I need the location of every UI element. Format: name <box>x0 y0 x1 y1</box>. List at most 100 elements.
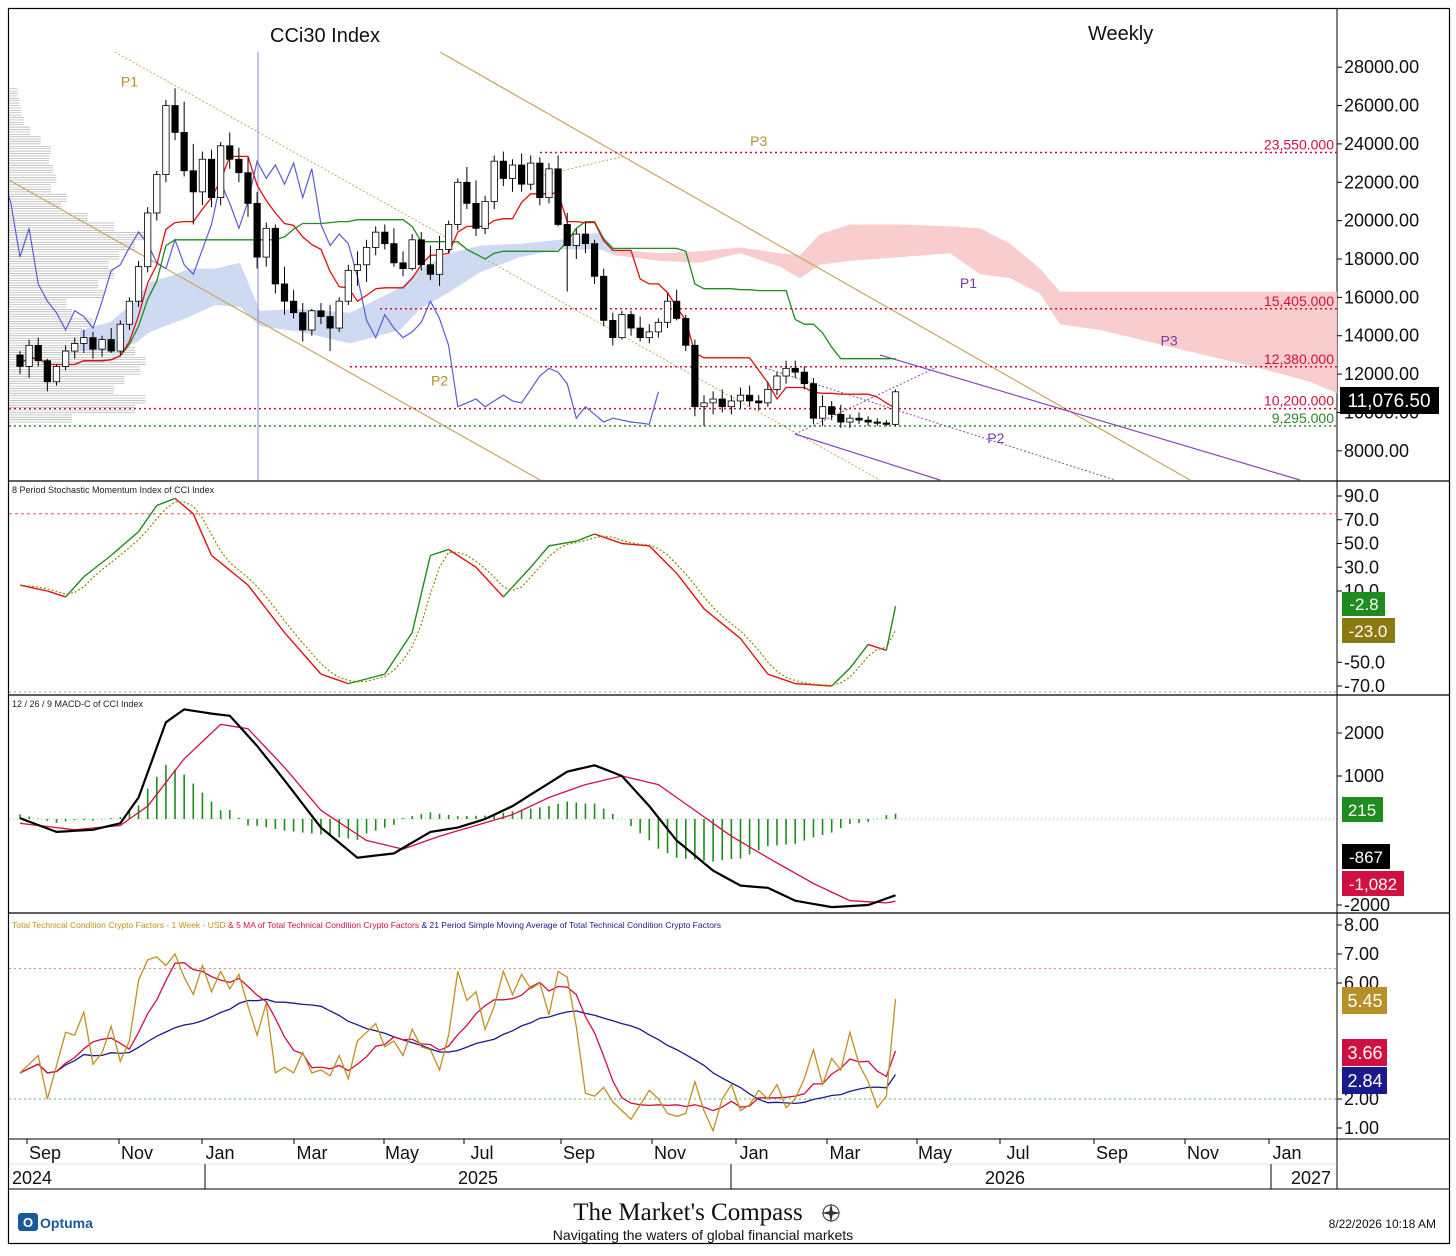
y-axis-tick-label: 24000.00 <box>1344 134 1419 154</box>
candle-bearish <box>171 105 179 133</box>
smi-k-line <box>128 531 140 541</box>
smi-k-line <box>502 586 513 598</box>
x-axis-month-label: May <box>918 1143 952 1163</box>
candle-bullish <box>153 174 161 214</box>
tech-value: 5.45 <box>1347 991 1382 1011</box>
candle-bearish <box>472 202 480 229</box>
x-axis-month-label: Jul <box>470 1143 493 1163</box>
candle-bullish <box>709 398 717 404</box>
smi-k-line <box>119 539 130 548</box>
smi-k-line <box>92 561 103 571</box>
smi-k-line <box>247 584 258 598</box>
x-axis-month-label: Jan <box>205 1143 234 1163</box>
smi-k-line <box>47 590 57 595</box>
smi-k-line <box>758 661 769 675</box>
candle-bearish <box>828 406 836 415</box>
candle-bearish <box>463 181 471 204</box>
candle-bullish <box>435 249 444 275</box>
candle-bearish <box>417 239 425 266</box>
smi-k-line <box>603 536 614 541</box>
smi-k-line <box>548 543 559 547</box>
smi-k-line <box>220 562 231 571</box>
y-axis-tick-label: 20000.00 <box>1344 211 1419 231</box>
smi-k-line <box>840 667 851 678</box>
smi-k-line <box>703 608 714 617</box>
candle-bearish <box>673 300 681 319</box>
price-pane: 23,550.000 15,405.000 12,380.000 10,200.000… <box>8 51 1337 481</box>
candle-bearish <box>609 319 617 339</box>
smi-k-line <box>65 586 76 598</box>
smi-k-line <box>366 675 376 680</box>
outer-frame <box>7 7 1451 1245</box>
smi-k-line <box>648 545 659 556</box>
candle-bearish <box>590 243 599 277</box>
candle-bullish <box>134 266 143 302</box>
smi-k-line <box>804 683 814 686</box>
x-axis-year-label: 2026 <box>985 1168 1025 1188</box>
tech-condition-line <box>19 952 897 1133</box>
smi-k-line <box>384 659 395 675</box>
smi-k-line <box>348 680 358 685</box>
candle-bearish <box>235 158 243 174</box>
y-axis-tick-label: 8.00 <box>1344 915 1379 935</box>
smi-k-line <box>311 663 322 675</box>
tech-ma5-line <box>19 962 897 1112</box>
smi-k-line <box>274 620 286 633</box>
y-axis-tick-label: 16000.00 <box>1344 287 1419 307</box>
candle-bearish <box>207 158 216 199</box>
tech-ma5-value: 3.66 <box>1347 1043 1382 1063</box>
smi-k-line <box>439 548 449 554</box>
pivot-label: P2 <box>987 430 1004 446</box>
candle-bearish <box>581 233 590 245</box>
candle-bullish <box>445 224 453 250</box>
candle-bearish <box>226 145 234 160</box>
x-axis-year-label: 2027 <box>1291 1168 1331 1188</box>
last-price-badge <box>1340 387 1439 414</box>
smi-k-line <box>201 534 213 556</box>
smi-k-line <box>822 684 832 687</box>
smi-k-line <box>667 563 678 574</box>
candle-bearish <box>636 327 644 339</box>
candle-bullish <box>818 406 827 419</box>
purple-channel-lower <box>794 433 941 481</box>
channel-lower-line <box>8 179 541 481</box>
x-axis-month-label: Jan <box>1272 1143 1301 1163</box>
timestamp: 8/22/2026 10:18 AM <box>1329 1217 1436 1231</box>
smi-k-line <box>877 646 887 652</box>
candle-bearish <box>107 339 115 352</box>
candle-bearish <box>399 262 407 269</box>
smi-k-line <box>430 551 440 557</box>
smi-k-line <box>867 643 878 649</box>
candle-bearish <box>317 310 325 317</box>
candle-bullish <box>144 212 152 268</box>
y-axis-tick-label: 8000.00 <box>1344 441 1409 461</box>
y-axis-tick-label: 50.0 <box>1344 534 1379 554</box>
smi-k-line <box>411 593 422 633</box>
tech-badge <box>1342 987 1387 1014</box>
pivot-label: P3 <box>1161 332 1178 348</box>
smi-k-line <box>612 539 623 545</box>
purple-pivot-connector <box>794 367 936 435</box>
candle-bullish <box>527 162 535 185</box>
price-level-label: 9,295.000 <box>1272 410 1334 426</box>
smi-k-line <box>484 576 495 588</box>
compass-icon <box>821 1203 841 1223</box>
smi-k-line <box>357 678 367 682</box>
candle-bullish <box>490 160 498 202</box>
purple-channel-median <box>764 367 1116 481</box>
smi-k-line <box>621 542 632 545</box>
smi-k-line <box>585 533 595 539</box>
smi-k-line <box>211 554 222 564</box>
pivot-label: P2 <box>431 373 448 389</box>
candle-bearish <box>253 202 261 258</box>
smi-k-line <box>83 569 94 578</box>
macd-signal-badge <box>1342 871 1404 896</box>
x-axis-month-label: Sep <box>1096 1143 1128 1163</box>
smi-k-line <box>730 630 741 640</box>
smi-k-line <box>539 545 550 558</box>
pivot-label: P1 <box>960 275 977 291</box>
x-axis-month-label: Sep <box>563 1143 595 1163</box>
smi-k-line <box>630 543 641 546</box>
